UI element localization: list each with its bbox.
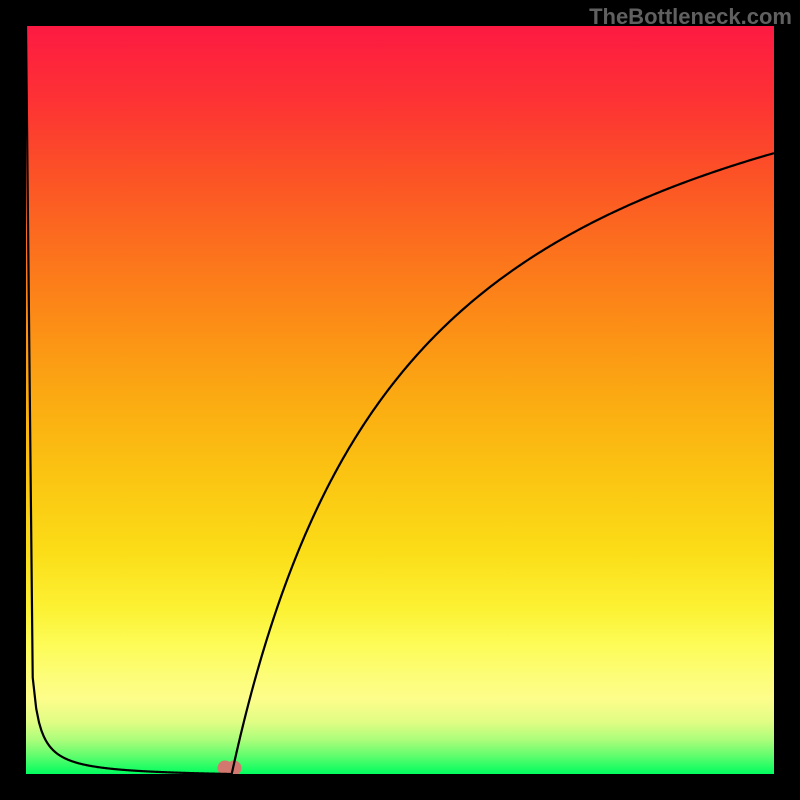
chart-container: { "canvas": { "width": 800, "height": 80…: [0, 0, 800, 800]
watermark-text: TheBottleneck.com: [589, 4, 792, 30]
plot-area: [26, 26, 774, 774]
bottleneck-curve: [26, 26, 774, 774]
curve-svg: [26, 26, 774, 774]
